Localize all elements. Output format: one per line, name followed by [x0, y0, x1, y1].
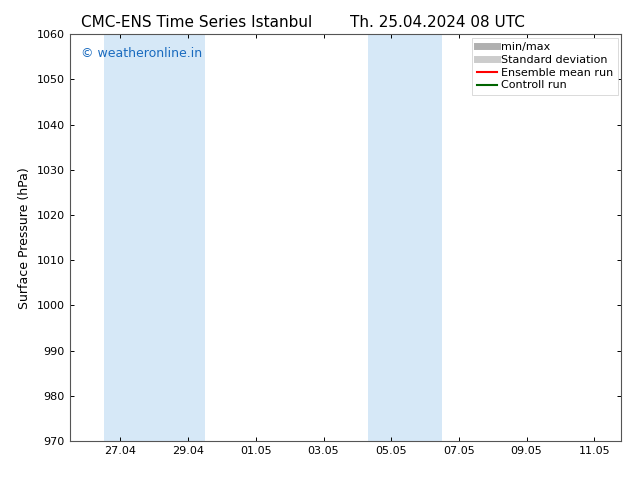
- Bar: [368, 34, 442, 441]
- Text: CMC-ENS Time Series Istanbul: CMC-ENS Time Series Istanbul: [81, 15, 312, 30]
- Text: © weatheronline.in: © weatheronline.in: [81, 47, 202, 59]
- Y-axis label: Surface Pressure (hPa): Surface Pressure (hPa): [18, 167, 31, 309]
- Text: Th. 25.04.2024 08 UTC: Th. 25.04.2024 08 UTC: [350, 15, 525, 30]
- Bar: [103, 34, 205, 441]
- Legend: min/max, Standard deviation, Ensemble mean run, Controll run: min/max, Standard deviation, Ensemble me…: [472, 38, 618, 95]
